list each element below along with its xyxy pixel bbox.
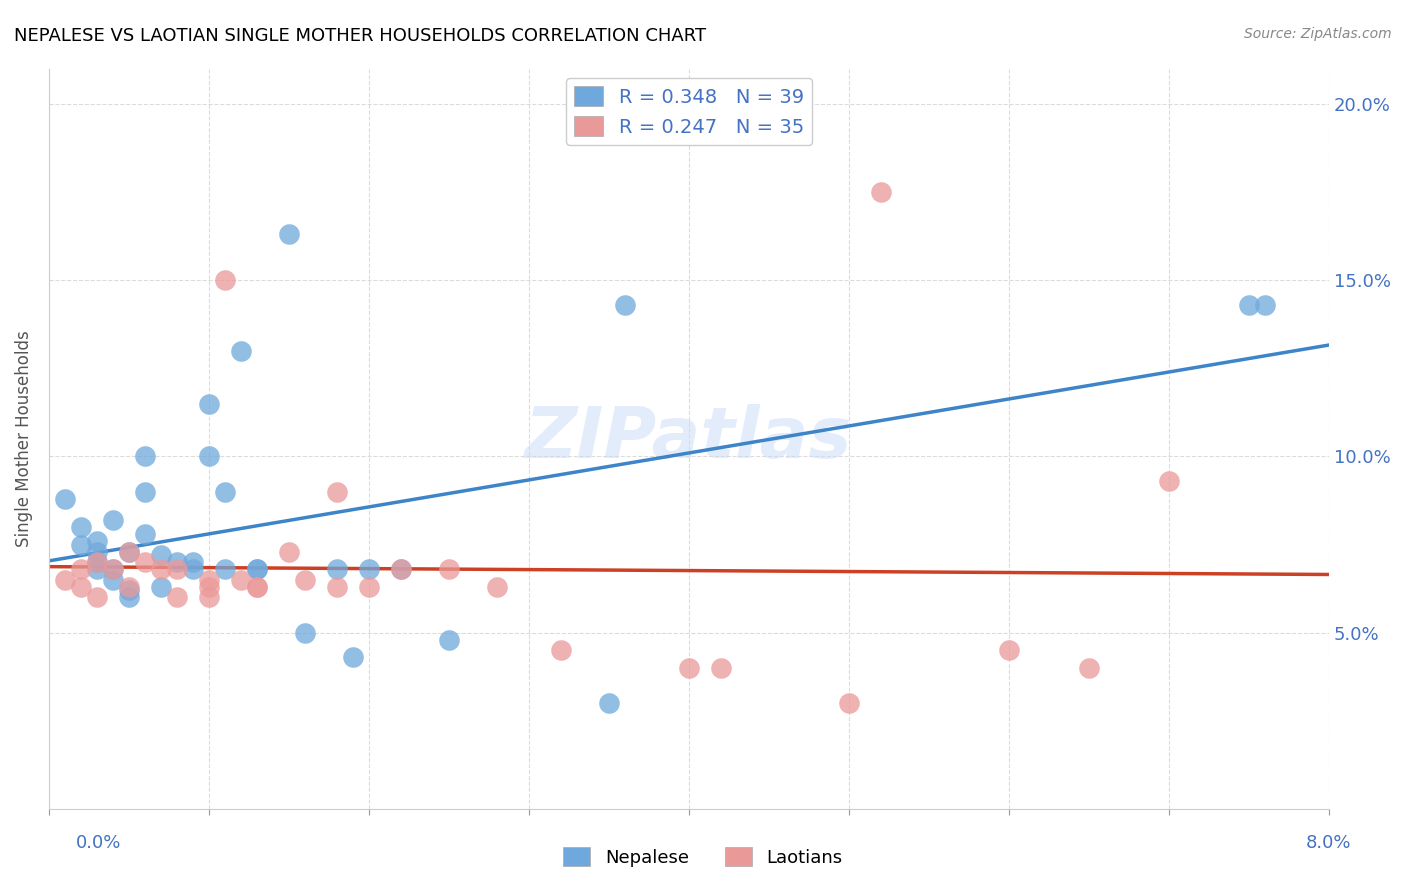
- Point: [389, 562, 412, 576]
- Point: [357, 562, 380, 576]
- Point: [118, 544, 141, 558]
- Point: [118, 580, 141, 594]
- Point: [118, 583, 141, 598]
- Point: [101, 573, 124, 587]
- Point: [870, 185, 893, 199]
- Point: [246, 580, 269, 594]
- Point: [550, 643, 572, 657]
- Point: [214, 562, 236, 576]
- Point: [1078, 661, 1101, 675]
- Point: [357, 580, 380, 594]
- Point: [198, 573, 221, 587]
- Point: [294, 625, 316, 640]
- Point: [134, 555, 156, 569]
- Point: [294, 573, 316, 587]
- Point: [101, 562, 124, 576]
- Point: [86, 562, 108, 576]
- Point: [326, 562, 349, 576]
- Point: [166, 555, 188, 569]
- Point: [229, 343, 252, 358]
- Point: [86, 555, 108, 569]
- Point: [181, 555, 204, 569]
- Point: [246, 580, 269, 594]
- Point: [149, 580, 172, 594]
- Point: [198, 591, 221, 605]
- Point: [326, 484, 349, 499]
- Point: [229, 573, 252, 587]
- Legend: R = 0.348   N = 39, R = 0.247   N = 35: R = 0.348 N = 39, R = 0.247 N = 35: [567, 78, 811, 145]
- Point: [181, 562, 204, 576]
- Point: [53, 573, 76, 587]
- Point: [342, 650, 364, 665]
- Point: [678, 661, 700, 675]
- Point: [86, 534, 108, 549]
- Point: [246, 562, 269, 576]
- Point: [166, 562, 188, 576]
- Point: [486, 580, 509, 594]
- Point: [614, 298, 637, 312]
- Point: [70, 580, 93, 594]
- Point: [437, 562, 460, 576]
- Point: [598, 696, 620, 710]
- Point: [70, 562, 93, 576]
- Point: [118, 591, 141, 605]
- Point: [389, 562, 412, 576]
- Point: [278, 227, 301, 242]
- Text: Source: ZipAtlas.com: Source: ZipAtlas.com: [1244, 27, 1392, 41]
- Point: [70, 537, 93, 551]
- Point: [86, 544, 108, 558]
- Point: [214, 484, 236, 499]
- Point: [838, 696, 860, 710]
- Point: [86, 591, 108, 605]
- Point: [70, 520, 93, 534]
- Point: [198, 580, 221, 594]
- Point: [198, 396, 221, 410]
- Point: [1159, 474, 1181, 488]
- Point: [1254, 298, 1277, 312]
- Point: [53, 491, 76, 506]
- Point: [118, 544, 141, 558]
- Point: [326, 580, 349, 594]
- Point: [214, 273, 236, 287]
- Point: [134, 527, 156, 541]
- Point: [149, 548, 172, 562]
- Point: [278, 544, 301, 558]
- Text: NEPALESE VS LAOTIAN SINGLE MOTHER HOUSEHOLDS CORRELATION CHART: NEPALESE VS LAOTIAN SINGLE MOTHER HOUSEH…: [14, 27, 706, 45]
- Point: [149, 562, 172, 576]
- Point: [437, 632, 460, 647]
- Point: [101, 513, 124, 527]
- Text: 8.0%: 8.0%: [1306, 834, 1351, 852]
- Point: [101, 562, 124, 576]
- Legend: Nepalese, Laotians: Nepalese, Laotians: [557, 840, 849, 874]
- Point: [134, 450, 156, 464]
- Point: [166, 591, 188, 605]
- Y-axis label: Single Mother Households: Single Mother Households: [15, 330, 32, 547]
- Point: [998, 643, 1021, 657]
- Point: [134, 484, 156, 499]
- Text: ZIPatlas: ZIPatlas: [526, 404, 853, 474]
- Point: [1237, 298, 1260, 312]
- Point: [246, 562, 269, 576]
- Point: [710, 661, 733, 675]
- Point: [198, 450, 221, 464]
- Point: [86, 555, 108, 569]
- Text: 0.0%: 0.0%: [76, 834, 121, 852]
